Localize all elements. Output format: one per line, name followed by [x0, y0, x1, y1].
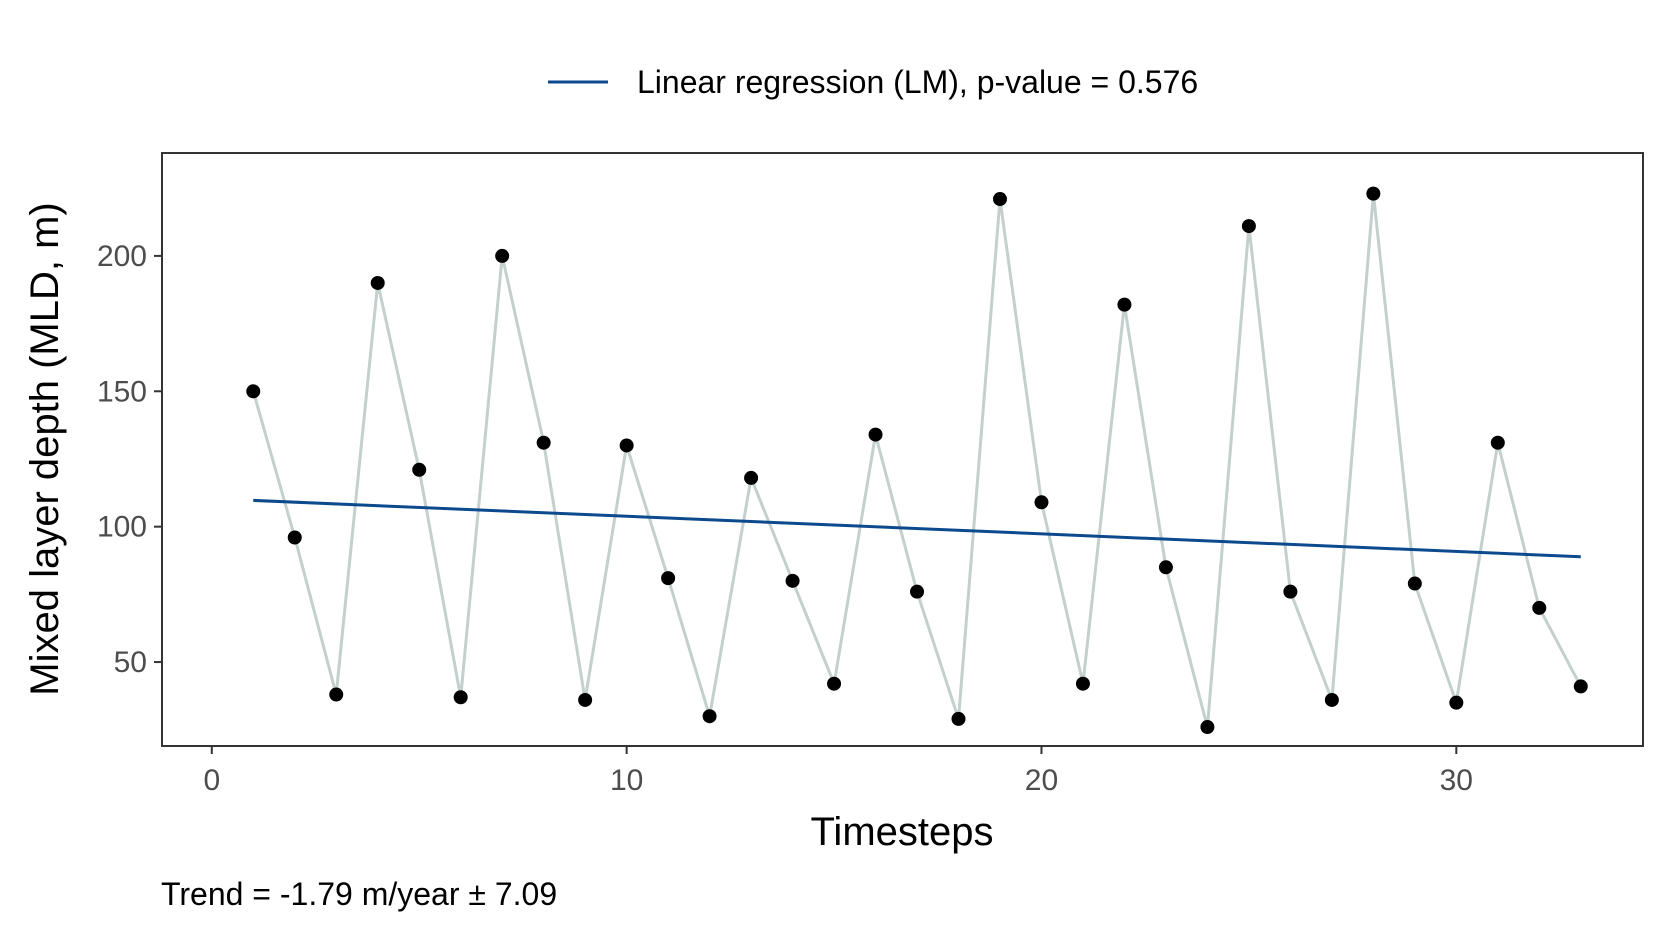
data-point [1449, 695, 1464, 710]
data-point [453, 690, 468, 705]
data-point [1075, 676, 1090, 691]
data-point [246, 384, 261, 399]
data-point [868, 427, 883, 442]
legend: Linear regression (LM), p-value = 0.576 [548, 64, 1198, 100]
x-axis-title: Timesteps [810, 810, 993, 854]
data-point [1158, 560, 1173, 575]
data-point [1366, 186, 1381, 201]
plot-panel [161, 152, 1644, 747]
data-point [1200, 720, 1215, 735]
data-point [329, 687, 344, 702]
series-layer [246, 186, 1588, 735]
y-axis: 50 100 150 200 [97, 240, 162, 679]
trend-caption: Trend = -1.79 m/year ± 7.09 [161, 876, 557, 912]
data-point [1283, 584, 1298, 599]
data-point [412, 462, 427, 477]
data-point [578, 692, 593, 707]
legend-label: Linear regression (LM), p-value = 0.576 [637, 64, 1198, 100]
data-point [827, 676, 842, 691]
y-tick-label: 50 [114, 646, 147, 679]
data-point [1117, 297, 1132, 312]
data-point [287, 530, 302, 545]
data-point [370, 275, 385, 290]
data-point [992, 192, 1007, 207]
y-tick-label: 100 [97, 511, 147, 544]
data-point [619, 438, 634, 453]
data-point [910, 584, 925, 599]
data-point [1324, 692, 1339, 707]
data-point [1034, 495, 1049, 510]
x-tick-label: 30 [1440, 764, 1473, 797]
data-point [495, 248, 510, 263]
data-point [661, 571, 676, 586]
y-tick-label: 150 [97, 375, 147, 408]
data-point [702, 709, 717, 724]
data-point [1573, 679, 1588, 694]
data-point [951, 711, 966, 726]
data-point [1407, 576, 1422, 591]
x-tick-label: 20 [1025, 764, 1058, 797]
regression-line [253, 498, 1581, 559]
x-tick-label: 0 [203, 764, 220, 797]
y-tick-label: 200 [97, 240, 147, 273]
y-axis-title: Mixed layer depth (MLD, m) [23, 202, 67, 695]
data-point [536, 435, 551, 450]
x-axis: 0 10 20 30 [203, 746, 1473, 797]
x-tick-label: 10 [610, 764, 643, 797]
data-point [744, 470, 759, 485]
data-point [1532, 600, 1547, 615]
data-point [785, 573, 800, 588]
data-point [1490, 435, 1505, 450]
data-point [1241, 219, 1256, 234]
